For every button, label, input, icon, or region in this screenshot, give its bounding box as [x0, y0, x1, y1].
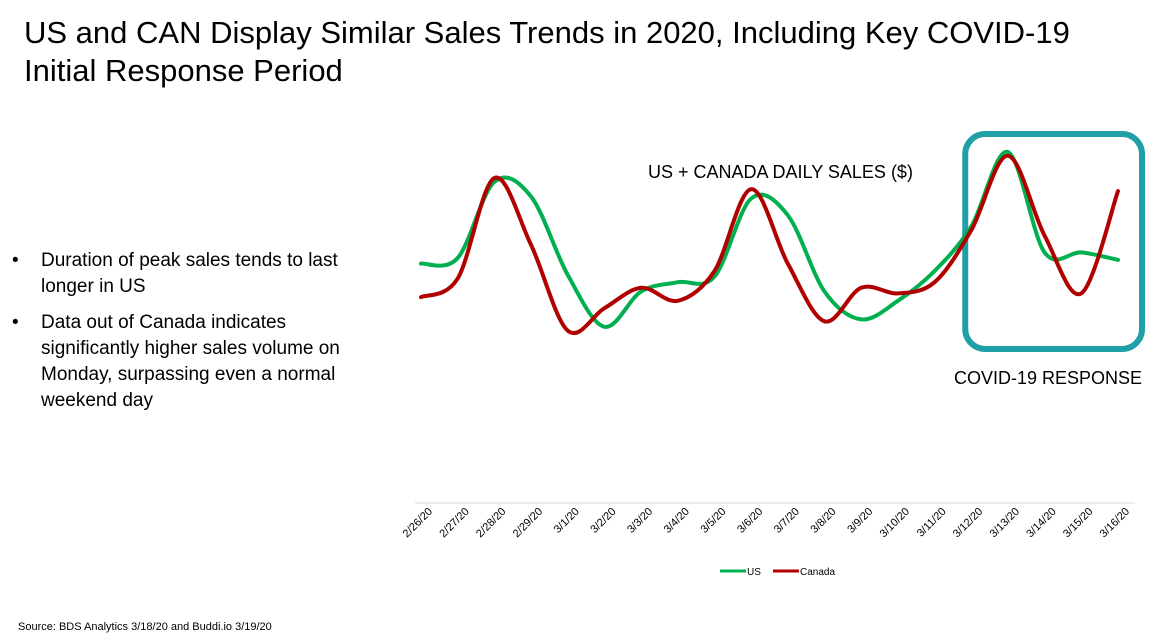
legend-label-canada: Canada	[800, 567, 835, 578]
slide-title: US and CAN Display Similar Sales Trends …	[24, 15, 1070, 88]
x-tick-label: 3/4/20	[662, 506, 692, 536]
x-tick-label: 2/29/20	[511, 506, 545, 540]
x-tick-label: 3/8/20	[809, 506, 839, 536]
covid-response-label: COVID-19 RESPONSE	[954, 368, 1143, 388]
x-tick-label: 3/5/20	[698, 506, 728, 536]
bullet-list: • Duration of peak sales tends to last l…	[12, 248, 357, 424]
x-tick-label: 2/28/20	[474, 506, 508, 540]
x-tick-label: 3/7/20	[772, 506, 802, 536]
x-tick-label: 3/6/20	[735, 506, 765, 536]
x-tick-label: 2/26/20	[401, 506, 435, 540]
x-tick-label: 3/1/20	[552, 506, 582, 536]
bullet-item: • Duration of peak sales tends to last l…	[12, 248, 357, 300]
series-line-us	[419, 150, 1120, 329]
x-tick-label: 3/10/20	[878, 506, 912, 540]
bullet-item: • Data out of Canada indicates significa…	[12, 310, 357, 414]
x-tick-labels: 2/26/20 2/27/20 2/28/20 2/29/20 3/1/20 3/2/20…	[401, 506, 1132, 540]
bullet-dot-icon: •	[12, 250, 19, 271]
legend-label-us: US	[747, 567, 761, 578]
source-note: Source: BDS Analytics 3/18/20 and Buddi.…	[18, 621, 272, 633]
bullet-text: Duration of peak sales tends to last lon…	[41, 250, 338, 297]
covid-response-box	[962, 131, 1146, 352]
x-tick-label: 3/2/20	[588, 506, 618, 536]
x-tick-label: 2/27/20	[437, 506, 471, 540]
series-line-canada	[419, 153, 1120, 335]
x-tick-label: 3/14/20	[1024, 506, 1058, 540]
x-tick-label: 3/15/20	[1061, 506, 1095, 540]
bullet-text: Data out of Canada indicates significant…	[41, 312, 340, 411]
series-layer	[419, 150, 1120, 335]
x-tick-label: 3/3/20	[625, 506, 655, 536]
x-tick-label: 3/11/20	[915, 506, 949, 540]
chart-legend: US Canada	[720, 567, 835, 578]
x-tick-label: 3/13/20	[988, 506, 1022, 540]
x-tick-label: 3/12/20	[951, 506, 985, 540]
chart-title: US + CANADA DAILY SALES ($)	[648, 162, 913, 182]
x-tick-label: 3/16/20	[1098, 506, 1132, 540]
bullet-dot-icon: •	[12, 312, 19, 333]
x-tick-label: 3/9/20	[845, 506, 875, 536]
